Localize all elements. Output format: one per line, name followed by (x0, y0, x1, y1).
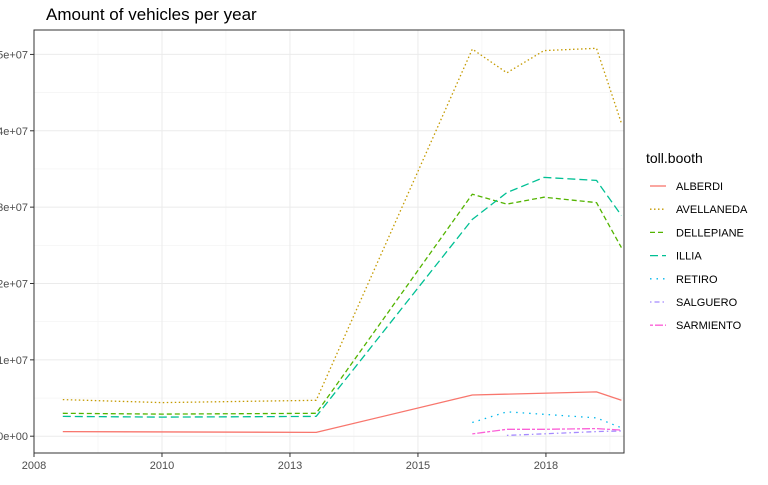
grid-lines (33, 30, 624, 453)
legend-label-sarmiento: SARMIENTO (676, 320, 742, 332)
x-tick-label: 2018 (534, 460, 558, 472)
series-line-sarmiento (472, 427, 622, 435)
x-tick-label: 2013 (278, 460, 302, 472)
chart-title: Amount of vehicles per year (46, 5, 257, 24)
series-line-avellaneda (62, 47, 623, 404)
series-lines (62, 47, 623, 437)
y-tick-label: 5e+07 (0, 49, 28, 61)
series-line-retiro (472, 411, 622, 429)
legend-label-retiro: RETIRO (676, 274, 718, 286)
x-tick-label: 2008 (22, 460, 46, 472)
y-tick-label: 0e+00 (0, 431, 28, 443)
y-tick-label: 1e+07 (0, 355, 28, 367)
axes: 2008 2010 2013 2015 2018 0e+00 1e+07 2e+07 3e+07… (0, 49, 558, 472)
series-line-illia (62, 176, 622, 418)
plot-panel-border (33, 29, 625, 454)
legend-label-avellaneda: AVELLANEDA (676, 204, 748, 216)
y-tick-label: 2e+07 (0, 278, 28, 290)
legend-label-salguero: SALGUERO (676, 297, 738, 309)
y-tick-label: 3e+07 (0, 202, 28, 214)
x-tick-label: 2010 (150, 460, 174, 472)
series-line-dellepiane (62, 193, 622, 415)
x-tick-label: 2015 (406, 460, 430, 472)
legend-label-illia: ILLIA (676, 251, 702, 263)
series-line-salguero (506, 430, 622, 437)
legend: toll.booth ALBERDI AVELLANEDA DELLEPIANE IL… (646, 150, 748, 332)
legend-title: toll.booth (646, 150, 703, 166)
series-line-alberdi (62, 391, 622, 434)
legend-label-alberdi: ALBERDI (676, 181, 723, 193)
y-tick-label: 4e+07 (0, 126, 28, 138)
legend-label-dellepiane: DELLEPIANE (676, 227, 744, 239)
